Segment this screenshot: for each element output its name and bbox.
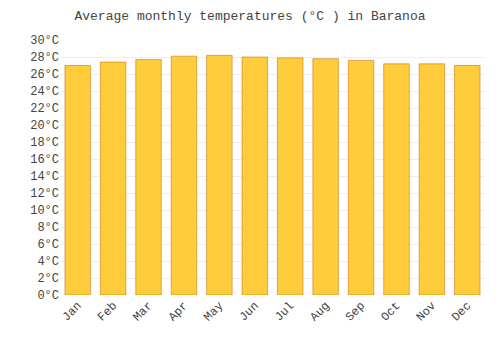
svg-text:16°C: 16°C [30, 153, 59, 167]
svg-text:10°C: 10°C [30, 204, 59, 218]
svg-text:30°C: 30°C [30, 34, 59, 48]
svg-text:Dec: Dec [449, 299, 474, 324]
svg-text:22°C: 22°C [30, 102, 59, 116]
svg-text:6°C: 6°C [37, 238, 59, 252]
svg-text:0°C: 0°C [37, 289, 59, 303]
svg-text:Jul: Jul [272, 299, 297, 324]
svg-text:Average monthly temperatures (: Average monthly temperatures (°C ) in Ba… [74, 9, 425, 24]
svg-text:8°C: 8°C [37, 221, 59, 235]
svg-text:Apr: Apr [166, 299, 191, 324]
svg-text:18°C: 18°C [30, 136, 59, 150]
svg-text:24°C: 24°C [30, 85, 59, 99]
svg-text:Aug: Aug [308, 299, 333, 324]
svg-text:14°C: 14°C [30, 170, 59, 184]
svg-text:28°C: 28°C [30, 51, 59, 65]
svg-text:May: May [201, 299, 226, 324]
svg-text:Jan: Jan [60, 299, 85, 324]
svg-text:Jun: Jun [237, 299, 262, 324]
svg-text:Nov: Nov [414, 299, 439, 324]
svg-text:20°C: 20°C [30, 119, 59, 133]
svg-text:Feb: Feb [95, 299, 120, 324]
svg-text:Oct: Oct [378, 299, 403, 324]
svg-text:4°C: 4°C [37, 255, 59, 269]
svg-text:12°C: 12°C [30, 187, 59, 201]
svg-text:26°C: 26°C [30, 68, 59, 82]
svg-text:2°C: 2°C [37, 272, 59, 286]
svg-text:Mar: Mar [130, 299, 155, 324]
svg-text:Sep: Sep [343, 299, 368, 324]
